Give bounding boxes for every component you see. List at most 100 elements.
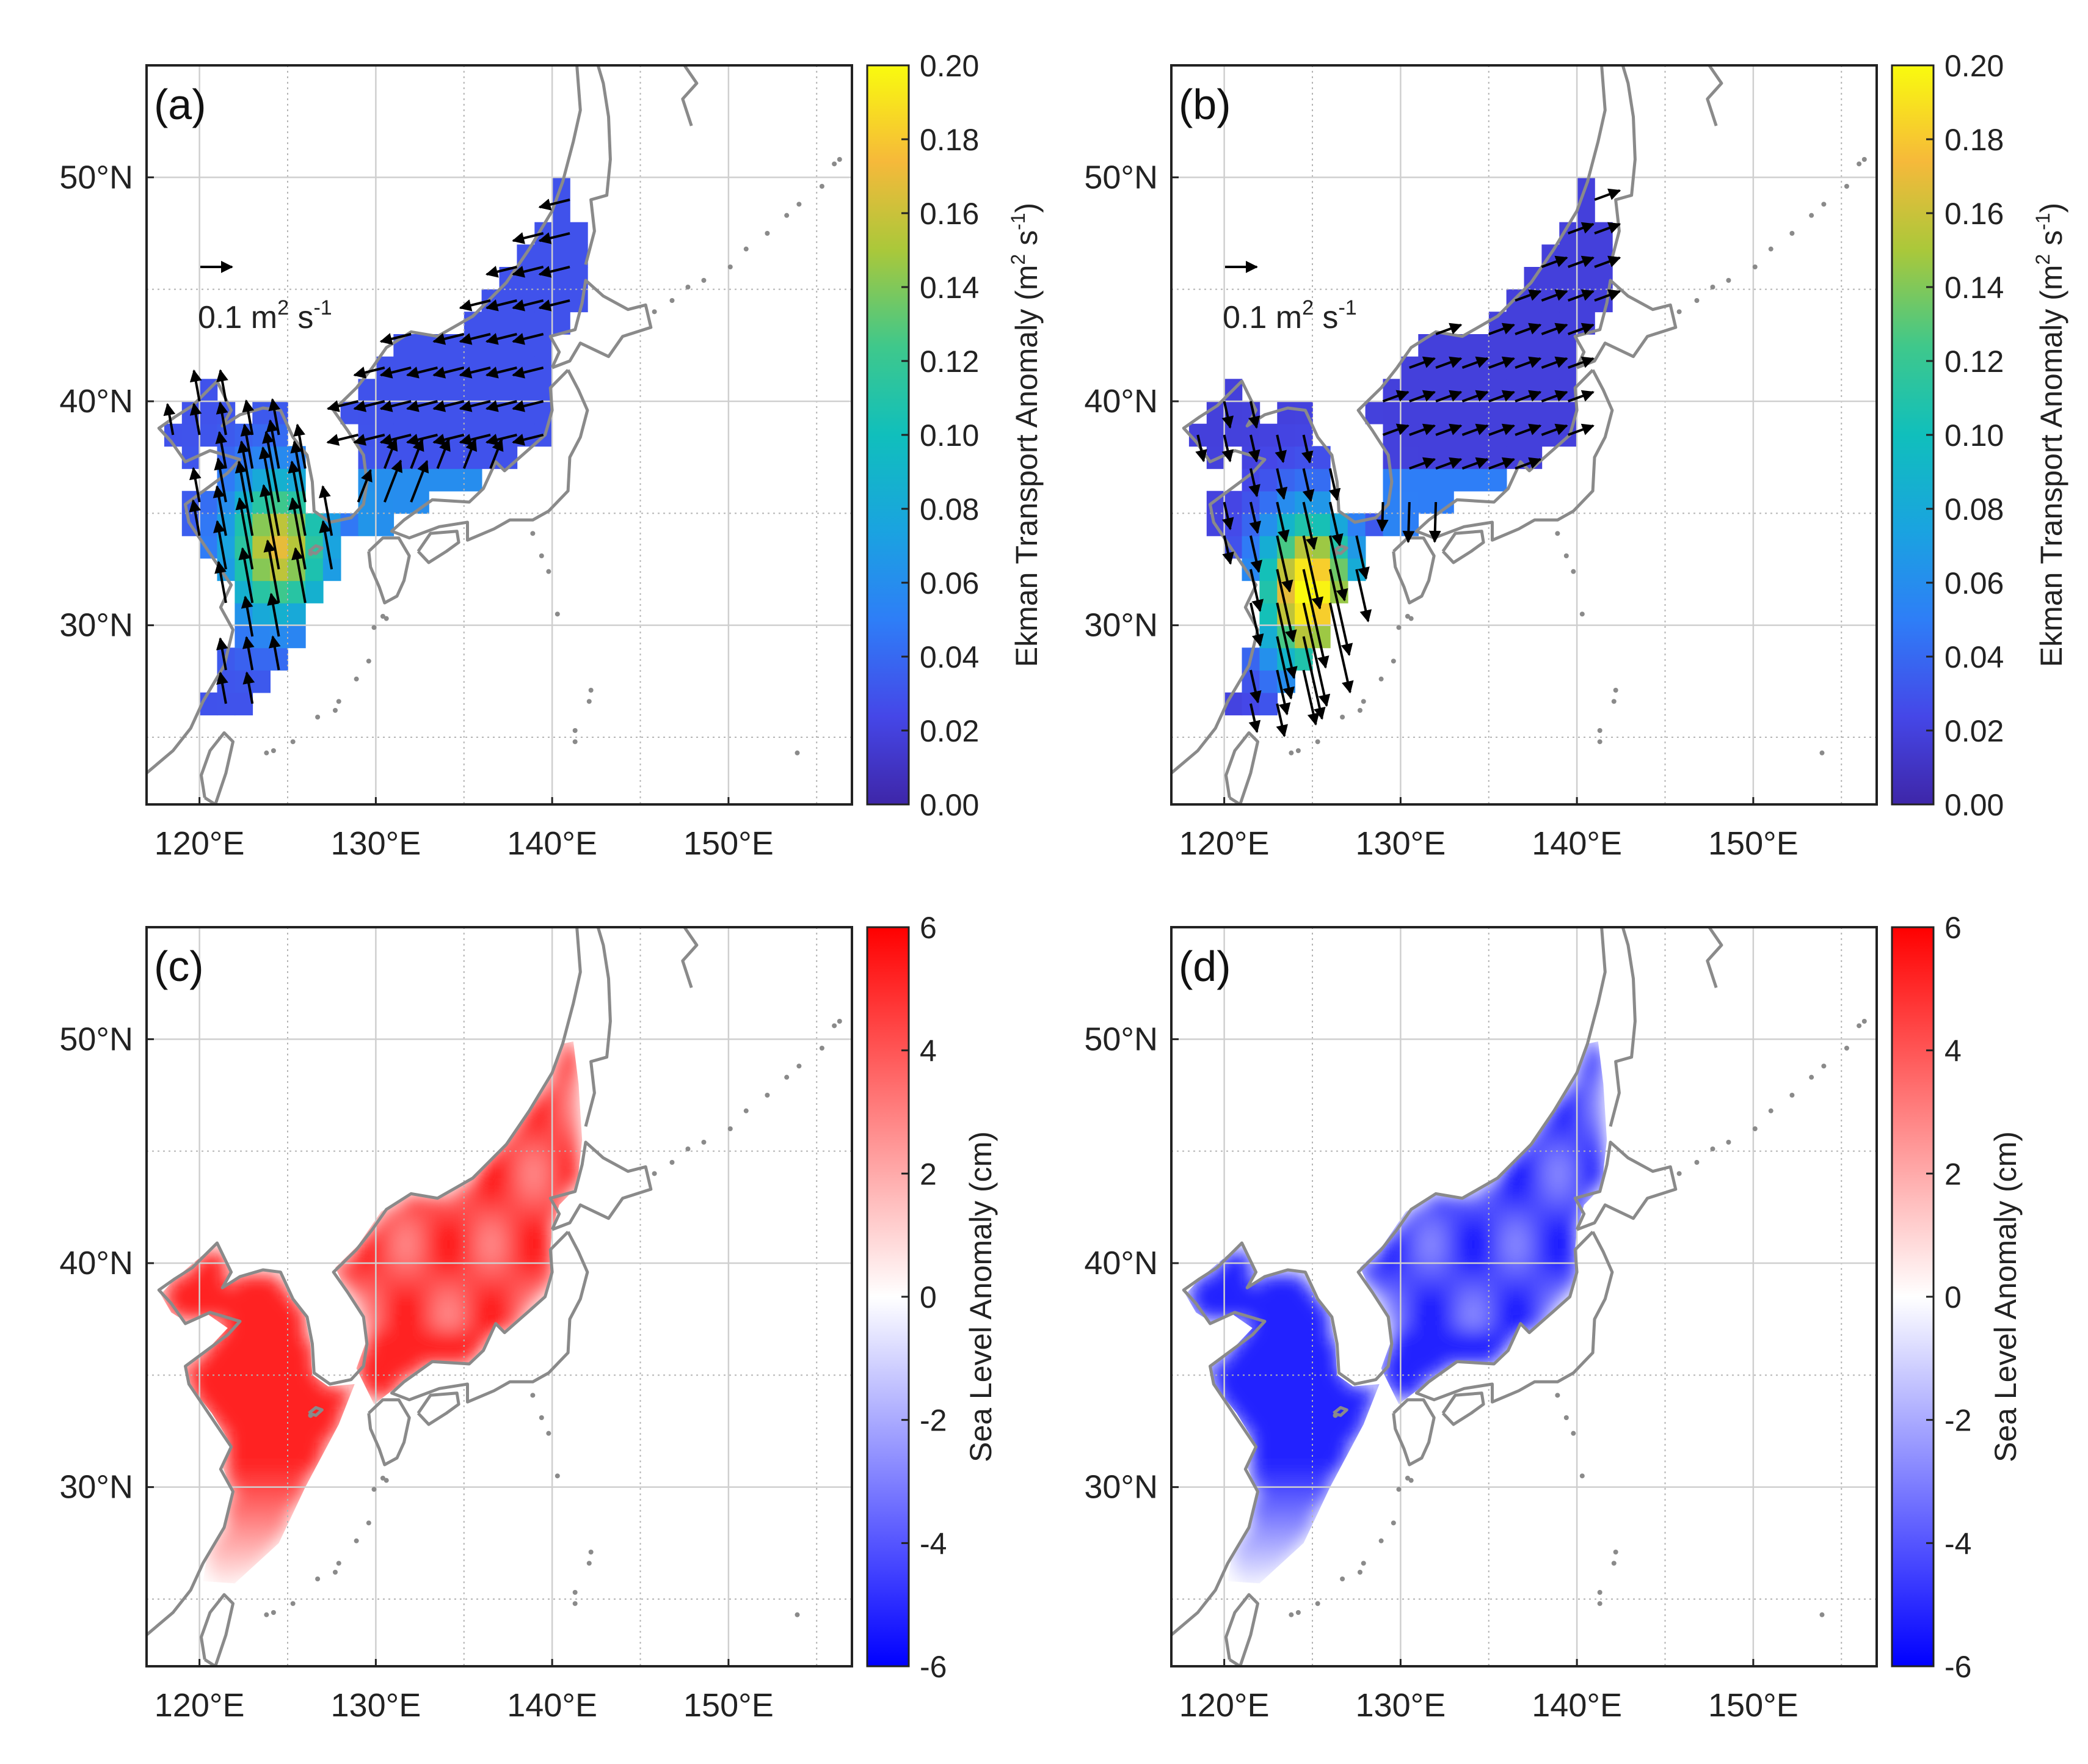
coastline-segment — [367, 536, 411, 605]
coastline-segment — [1706, 927, 1723, 988]
colorbar-tick-label: 0.08 — [920, 492, 979, 527]
field-cell — [1436, 1319, 1446, 1331]
transport-arrow — [240, 423, 254, 469]
transport-arrow — [1461, 457, 1489, 470]
field-cell — [376, 513, 395, 536]
field-cell — [525, 1117, 535, 1129]
field-cell — [1436, 401, 1454, 425]
field-cell — [314, 1386, 324, 1398]
island-dot — [1611, 1561, 1617, 1566]
transport-arrow — [538, 199, 570, 211]
field-cell — [446, 446, 465, 469]
field-cell — [278, 1386, 288, 1398]
field-cell — [208, 1352, 218, 1365]
transport-arrow — [459, 333, 491, 345]
island-dot — [371, 1487, 377, 1492]
field-cell — [261, 1352, 271, 1365]
field-cell — [1250, 1520, 1260, 1533]
field-cell — [1427, 1297, 1436, 1309]
field-cell — [464, 1184, 473, 1197]
field-cell — [1303, 1297, 1313, 1309]
field-cell — [340, 1398, 350, 1410]
field-cell — [384, 1308, 394, 1320]
field-cell — [473, 1319, 482, 1331]
x-tick-label: 120°E — [155, 825, 245, 862]
transport-arrow — [1594, 188, 1621, 201]
island-dot — [795, 1612, 800, 1617]
field-cell — [1577, 1151, 1587, 1163]
field-cell — [1277, 1520, 1287, 1533]
field-cell — [261, 1487, 271, 1499]
field-cell — [420, 1319, 429, 1331]
field-cell — [296, 1375, 306, 1387]
field-cell — [481, 1274, 491, 1286]
transport-arrow — [262, 431, 280, 503]
field-cell — [420, 1341, 429, 1354]
island-dot — [371, 625, 377, 630]
x-tick-label: 120°E — [1179, 825, 1270, 862]
panel-d: (d)120°E 130°E 140°E 150°E30°N40°N50°N-6-4-… — [1084, 911, 2023, 1724]
colorbar-tick-label: 0 — [1944, 1280, 1962, 1314]
field-cell — [1391, 1386, 1402, 1398]
field-cell — [1374, 1285, 1384, 1297]
transport-arrow — [379, 333, 412, 345]
field-cell — [1259, 423, 1278, 447]
field-cell — [464, 1252, 473, 1264]
field-cell — [1577, 1184, 1587, 1197]
field-cell — [235, 1453, 244, 1465]
field-cell — [261, 1476, 271, 1488]
field-cell — [1383, 401, 1402, 425]
field-cell — [252, 1285, 262, 1297]
field-cell — [1488, 1308, 1498, 1320]
field-cell — [1559, 1263, 1569, 1275]
field-cell — [261, 1498, 271, 1511]
field-cell — [376, 1297, 385, 1309]
field-cell — [1330, 1398, 1340, 1410]
field-cell — [1277, 1465, 1287, 1477]
field-cell — [366, 1252, 377, 1264]
field-cell — [288, 1487, 297, 1499]
field-cell — [1559, 1140, 1569, 1152]
transport-arrow — [1248, 703, 1261, 734]
field-cell — [243, 1375, 253, 1387]
island-dot — [1391, 1520, 1396, 1526]
island-dot — [264, 750, 269, 756]
field-cell — [208, 1398, 218, 1410]
transport-arrow — [1248, 434, 1260, 463]
field-cell — [217, 1364, 227, 1376]
field-cell — [1347, 1431, 1357, 1443]
field-cell — [1462, 1241, 1472, 1253]
field-cell — [1321, 1409, 1331, 1421]
colorbar-tick-label: 0.16 — [1944, 197, 2004, 231]
field-cell — [305, 1386, 315, 1398]
field-cell — [1233, 1352, 1243, 1365]
field-cell — [235, 1398, 244, 1410]
field-cell — [1339, 1420, 1348, 1432]
field-cell — [437, 1263, 447, 1275]
field-cell — [1418, 1308, 1428, 1320]
field-cell — [1409, 1319, 1419, 1331]
field-cell — [464, 1263, 473, 1275]
field-cell — [1277, 1375, 1287, 1387]
field-cell — [252, 1509, 262, 1522]
field-cell — [1242, 1409, 1251, 1421]
field-cell — [1524, 1184, 1533, 1197]
field-cell — [1295, 1476, 1304, 1488]
field-cell — [446, 1308, 456, 1320]
field-cell — [1488, 1274, 1498, 1286]
field-cell — [1242, 1263, 1251, 1275]
field-cell — [1330, 1420, 1340, 1432]
island-dot — [586, 1561, 592, 1566]
island-dot — [1378, 1538, 1384, 1544]
field-cell — [217, 1341, 227, 1354]
field-cell — [1383, 1263, 1392, 1275]
field-cell — [366, 1285, 377, 1297]
field-cell — [1400, 1252, 1410, 1264]
coastline-segment — [1333, 544, 1348, 555]
field-cell — [1215, 1274, 1225, 1286]
field-cell — [376, 1352, 385, 1365]
field-cell — [1568, 1106, 1577, 1118]
transport-arrow — [432, 400, 465, 412]
field-cell — [1277, 1352, 1287, 1365]
colorbar-tick-label: -4 — [1944, 1526, 1971, 1561]
